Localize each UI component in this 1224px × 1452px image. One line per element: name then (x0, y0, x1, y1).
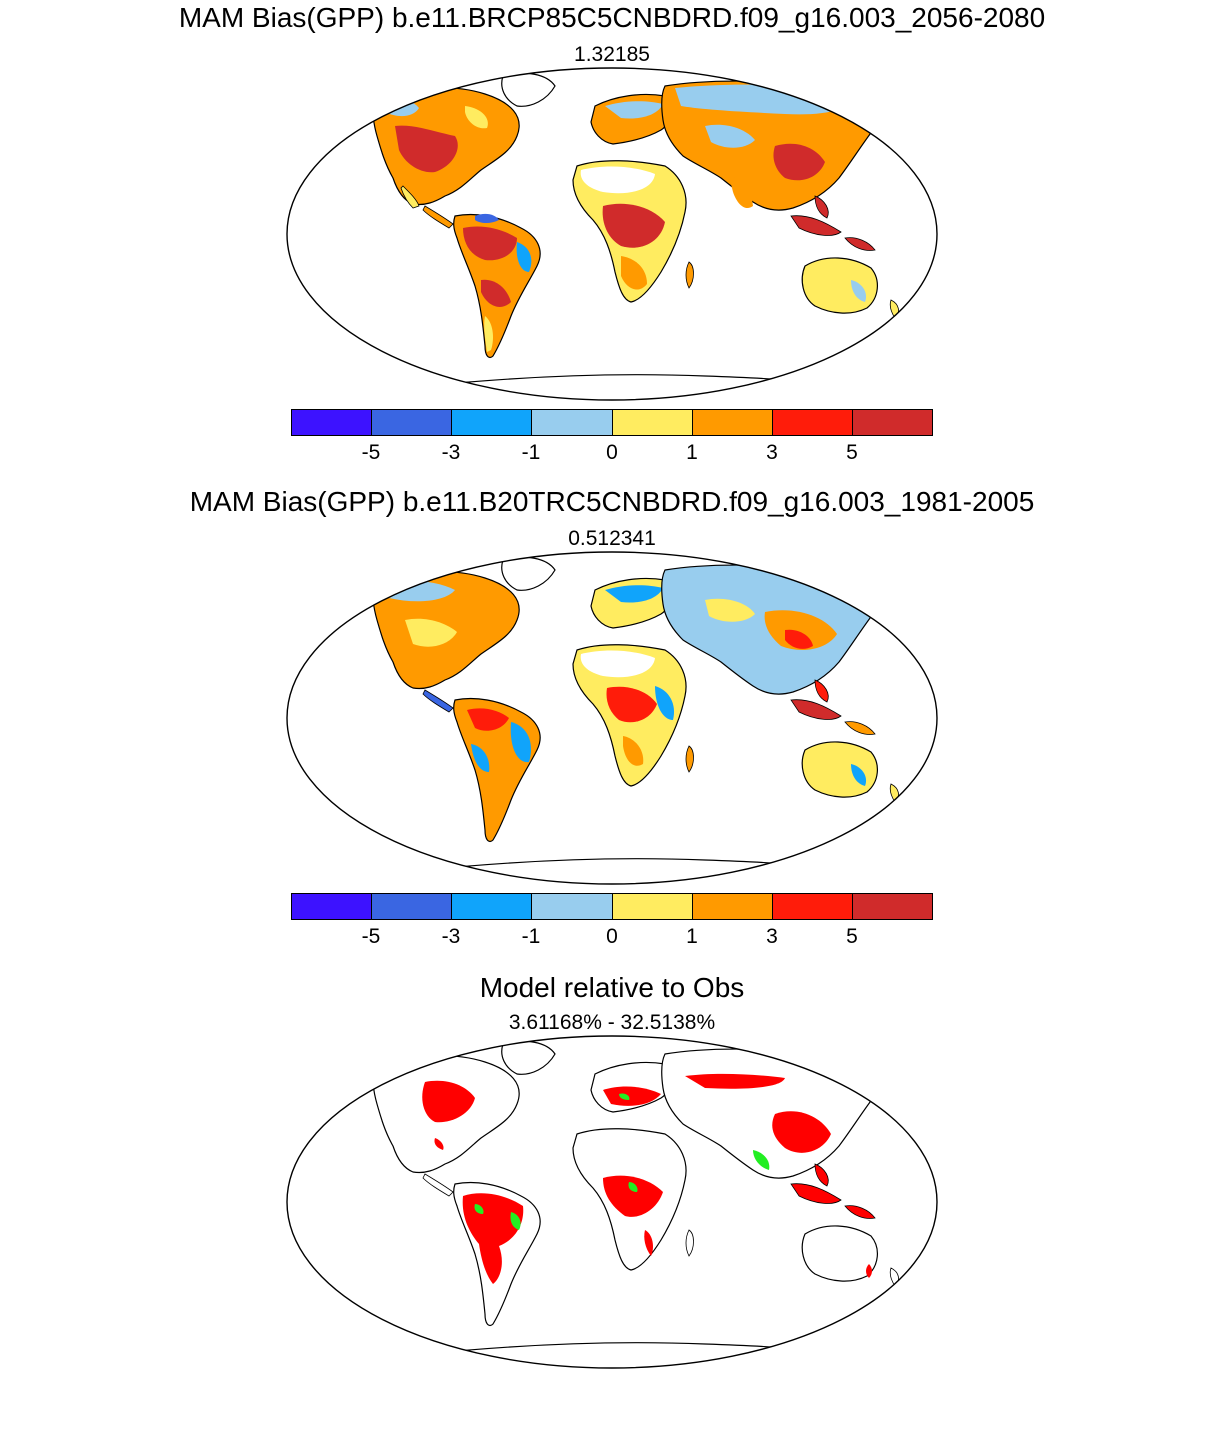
australia (801, 741, 878, 798)
panel3-title: Model relative to Obs (479, 972, 745, 1003)
colorbar-label: 0 (606, 441, 618, 464)
colorbar-label: -3 (441, 441, 461, 464)
colorbar-box (532, 410, 613, 435)
panel1-map-svg (286, 67, 938, 401)
asia (661, 1048, 879, 1179)
colorbar-box (292, 410, 373, 435)
panel2-colorbar (291, 893, 933, 920)
colorbar-label: -5 (361, 925, 381, 948)
panel3-subtitle: 3.61168% - 32.5138% (508, 1011, 716, 1034)
colorbar-box (692, 410, 773, 435)
colorbar-label: 1 (686, 925, 698, 948)
panel2-colorbar-labels: -5 -3 -1 0 1 3 5 (291, 924, 933, 950)
panel1-subtitle: 1.32185 (574, 43, 650, 66)
antarctica (424, 858, 846, 884)
colorbar-box (772, 410, 853, 435)
panel3-map (285, 1034, 939, 1370)
australia (801, 1225, 878, 1282)
panel1-colorbar-labels: -5 -3 -1 0 1 3 5 (291, 440, 933, 466)
colorbar-label: -1 (521, 925, 541, 948)
panel2-title: MAM Bias(GPP) b.e11.B20TRC5CNBDRD.f09_g1… (189, 486, 1035, 517)
greenland (501, 556, 556, 591)
colorbar-box (772, 894, 853, 919)
panel1-title: MAM Bias(GPP) b.e11.BRCP85C5CNBDRD.f09_g… (178, 2, 1046, 33)
colorbar-label: 5 (846, 441, 858, 464)
colorbar-label: 0 (606, 925, 618, 948)
colorbar-label: -3 (441, 925, 461, 948)
australia (801, 257, 878, 314)
colorbar-box (612, 410, 693, 435)
colorbar-label: 3 (766, 925, 778, 948)
panel1-map (285, 66, 939, 402)
colorbar-label: 3 (766, 441, 778, 464)
colorbar-box (532, 894, 613, 919)
antarctica (424, 374, 846, 400)
panel3-map-svg (286, 1035, 938, 1369)
greenland (501, 72, 556, 107)
colorbar-box (372, 410, 453, 435)
panel2-subtitle: 0.512341 (568, 527, 656, 550)
colorbar-box (372, 894, 453, 919)
panel1-colorbar (291, 409, 933, 436)
panel2-map-svg (286, 551, 938, 885)
colorbar-box (852, 894, 932, 919)
colorbar-box (292, 894, 373, 919)
colorbar-label: -5 (361, 441, 381, 464)
colorbar-label: 1 (686, 441, 698, 464)
panel2-map (285, 550, 939, 886)
colorbar-box (612, 894, 693, 919)
colorbar-box (452, 410, 533, 435)
antarctica (424, 1342, 846, 1368)
colorbar-box (452, 894, 533, 919)
colorbar-box (852, 410, 932, 435)
colorbar-box (692, 894, 773, 919)
colorbar-label: 5 (846, 925, 858, 948)
greenland (501, 1040, 556, 1075)
colorbar-label: -1 (521, 441, 541, 464)
